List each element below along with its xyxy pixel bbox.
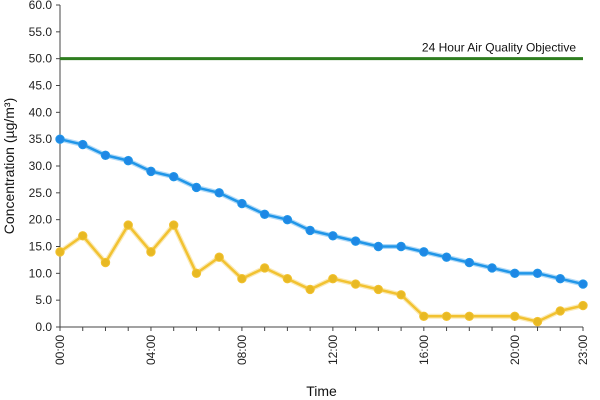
data-point — [146, 247, 156, 257]
data-point — [373, 284, 384, 295]
data-point — [191, 182, 202, 193]
data-point — [464, 257, 475, 268]
y-tick-label: 55.0 — [29, 25, 53, 39]
data-point — [510, 311, 520, 321]
y-tick-label: 60.0 — [29, 0, 53, 12]
data-point — [259, 209, 270, 220]
data-point — [168, 172, 179, 182]
y-tick-label: 30.0 — [29, 159, 53, 173]
x-tick-label: 04:00 — [144, 335, 158, 365]
data-point — [305, 284, 315, 295]
objective-label: 24 Hour Air Quality Objective — [422, 41, 576, 55]
data-point — [555, 306, 565, 316]
y-tick-label: 25.0 — [29, 186, 53, 200]
data-point — [441, 311, 452, 321]
data-point — [350, 279, 361, 289]
x-tick-label: 08:00 — [235, 335, 249, 365]
y-tick-label: 20.0 — [29, 213, 53, 227]
data-point — [55, 247, 65, 257]
data-point — [191, 268, 202, 279]
data-point — [396, 241, 406, 252]
data-point — [305, 225, 315, 236]
data-point — [555, 274, 565, 284]
data-point — [282, 214, 293, 225]
y-axis-title: Concentration (µg/m³) — [1, 98, 17, 234]
x-tick-label: 23:00 — [576, 335, 590, 365]
data-point — [373, 241, 384, 252]
data-point — [396, 290, 406, 300]
data-point — [78, 231, 88, 241]
data-point — [237, 198, 247, 209]
series-line-halo — [59, 136, 584, 287]
y-tick-label: 45.0 — [29, 79, 53, 93]
data-point — [168, 220, 179, 230]
data-point — [78, 139, 88, 150]
data-point — [578, 279, 588, 289]
data-point — [328, 231, 338, 241]
data-point — [123, 155, 133, 166]
x-tick-label: 00:00 — [53, 335, 67, 365]
data-point — [350, 236, 361, 246]
data-point — [532, 316, 543, 327]
axes: 0.0 5.0 10.0 15.0 20.0 25.0 30.0 35.0 40.0 45.0 50… — [29, 0, 590, 365]
data-point — [487, 263, 497, 273]
series-group — [55, 134, 588, 327]
series-1 — [55, 134, 588, 289]
y-tick-label: 0.0 — [35, 320, 52, 334]
x-tick-label: 20:00 — [508, 335, 522, 365]
data-point — [123, 220, 133, 230]
y-tick-label: 40.0 — [29, 105, 53, 119]
data-point — [578, 300, 588, 311]
y-tick-label: 50.0 — [29, 52, 53, 66]
data-point — [464, 311, 475, 321]
data-point — [441, 252, 452, 262]
series-line — [59, 137, 584, 286]
series-2 — [55, 220, 588, 327]
data-point — [214, 252, 224, 262]
data-point — [419, 247, 429, 257]
x-tick-label: 12:00 — [326, 335, 340, 365]
x-axis-title: Time — [306, 383, 337, 399]
data-point — [214, 188, 224, 198]
x-tick-label: 16:00 — [417, 335, 431, 365]
data-point — [510, 268, 520, 279]
y-tick-label: 5.0 — [35, 293, 52, 307]
data-point — [146, 166, 156, 177]
data-point — [282, 274, 293, 284]
data-point — [100, 150, 111, 160]
data-point — [419, 311, 429, 321]
data-point — [328, 274, 338, 284]
data-point — [532, 268, 543, 279]
y-tick-label: 35.0 — [29, 132, 53, 146]
data-point — [259, 263, 270, 273]
data-point — [55, 134, 65, 144]
y-tick-label: 15.0 — [29, 240, 53, 254]
reference-line-group: 24 Hour Air Quality Objective — [60, 41, 583, 61]
y-tick-label: 10.0 — [29, 266, 53, 280]
data-point — [100, 257, 111, 268]
data-point — [237, 274, 247, 284]
